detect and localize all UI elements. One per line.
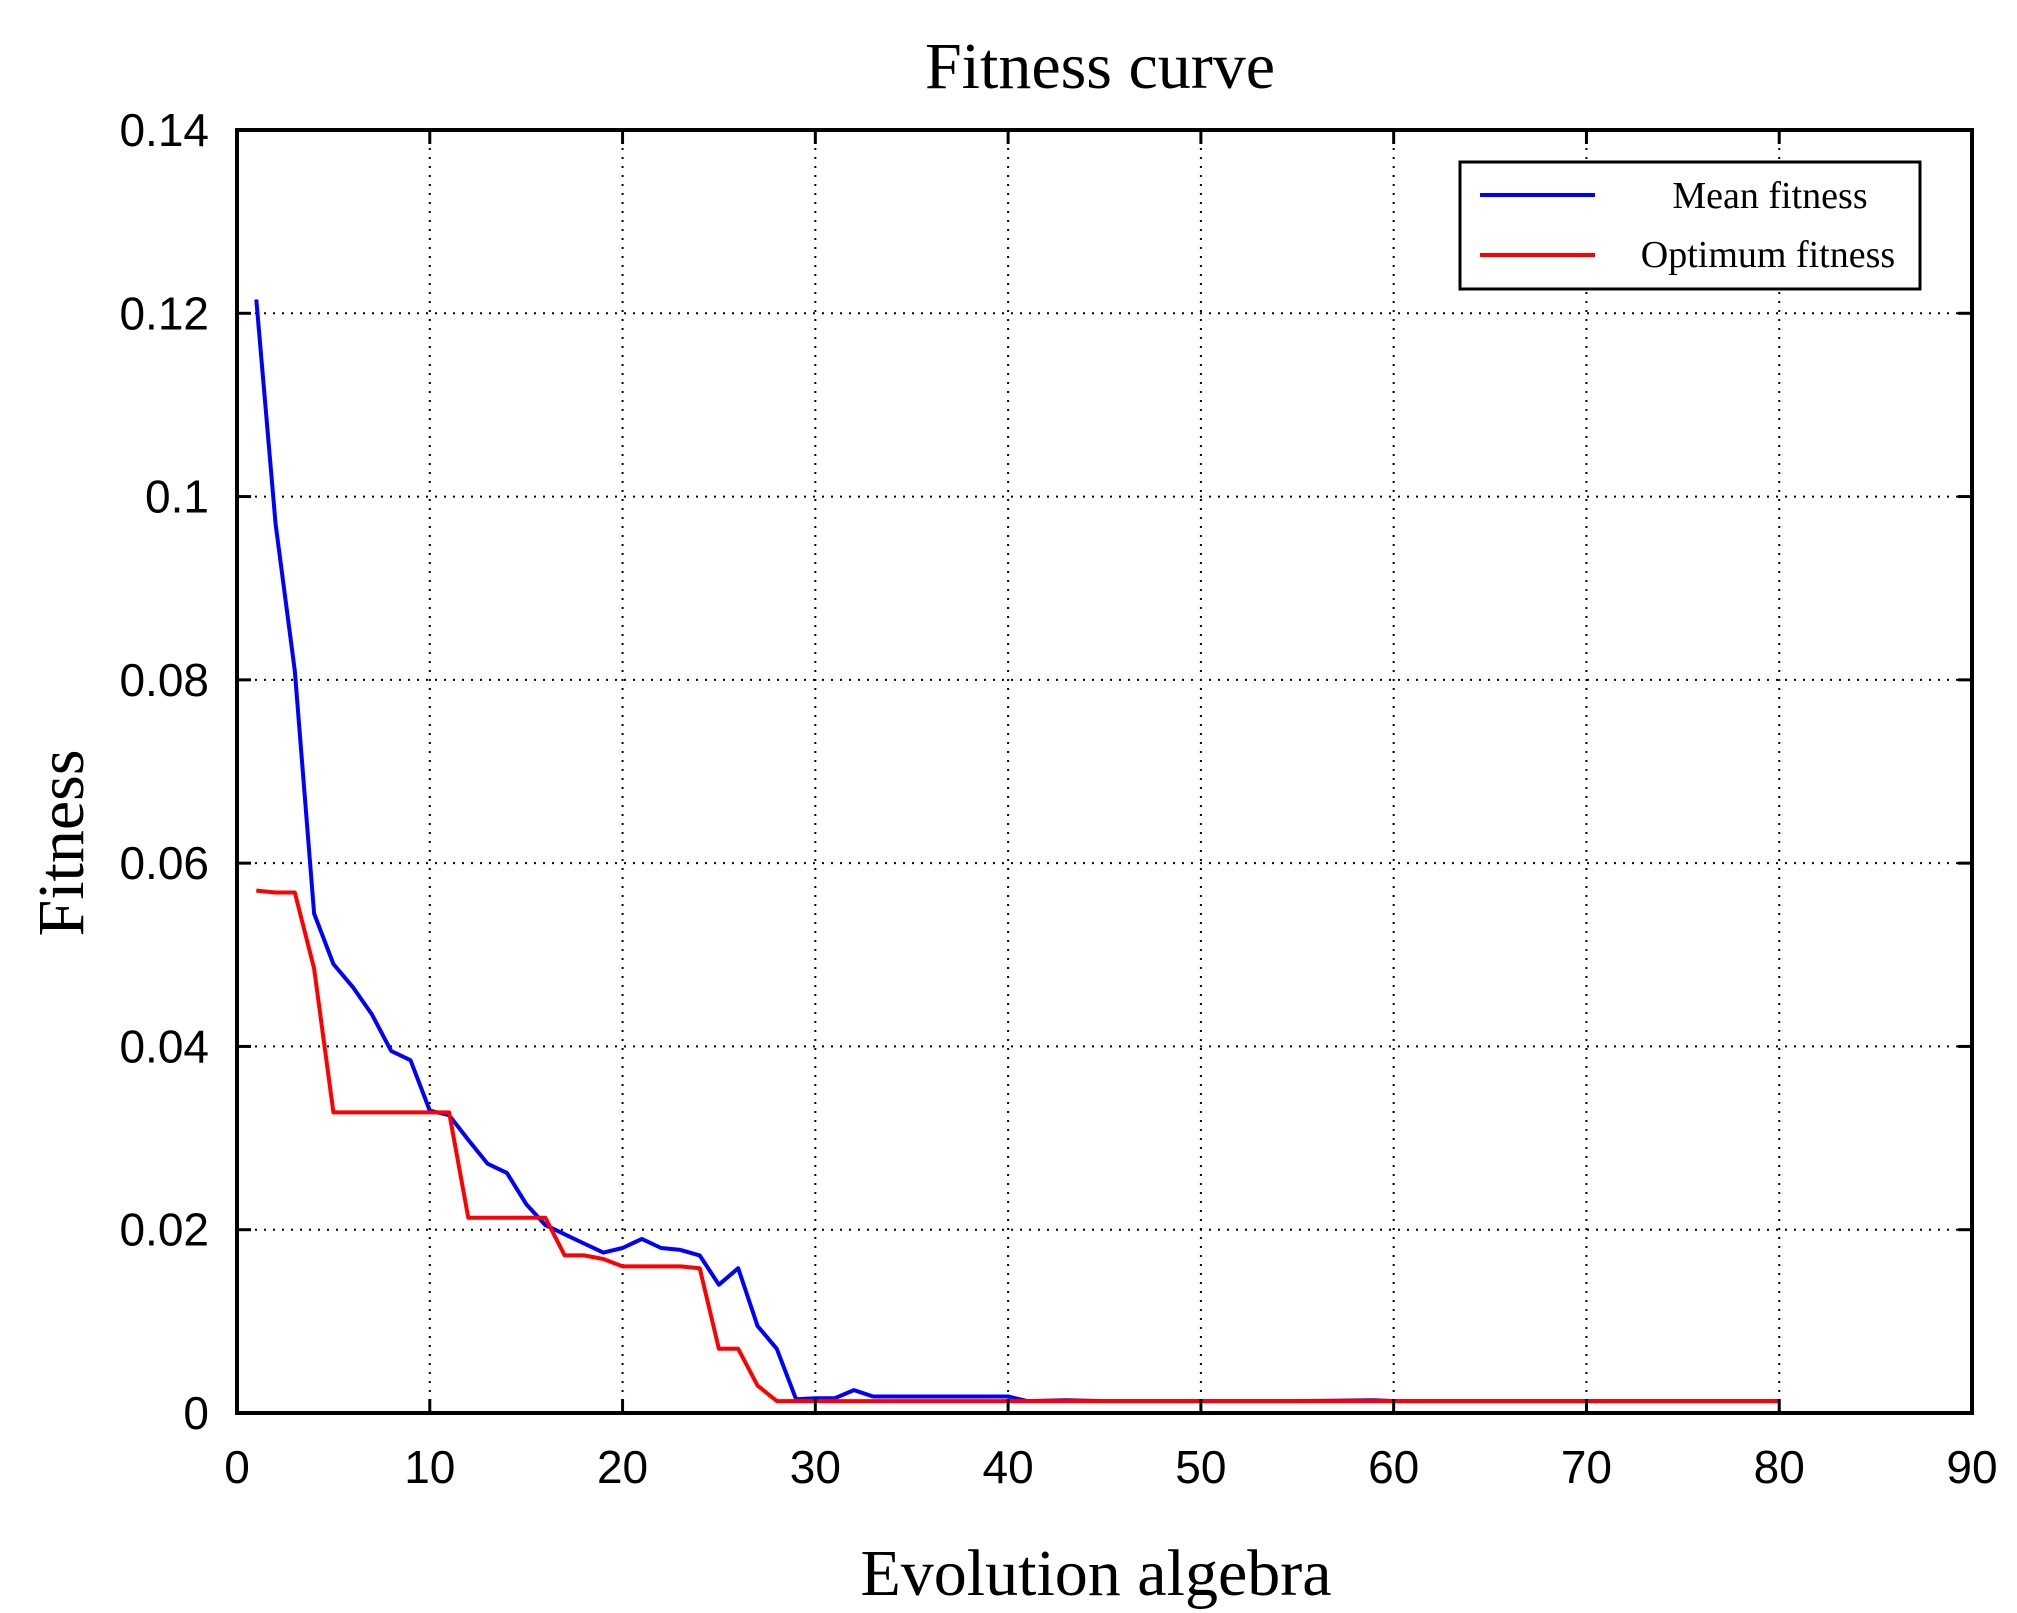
legend-box [1458, 160, 1922, 291]
y-tick-label: 0.08 [119, 654, 209, 706]
legend: Mean fitness Optimum fitness [1458, 160, 1922, 291]
legend-label-optimum: Optimum fitness [1641, 234, 1895, 276]
x-tick-label: 20 [597, 1441, 648, 1493]
series-line-optimum [256, 888, 1780, 1404]
y-tick-label: 0.04 [119, 1020, 209, 1072]
y-tick-label: 0.1 [145, 471, 209, 523]
x-tick-label: 70 [1561, 1441, 1612, 1493]
tick-labels: 0 10 20 30 40 50 60 70 80 90 0 0.02 0.04 0.06 0.08 0.1 0… [119, 104, 1997, 1493]
y-tick-label: 0.14 [119, 104, 209, 156]
x-tick-label: 60 [1368, 1441, 1419, 1493]
y-axis-label: Fitness [25, 749, 98, 936]
x-tick-label: 30 [790, 1441, 841, 1493]
x-tick-label: 40 [983, 1441, 1034, 1493]
axis-ticks [235, 128, 1974, 1415]
x-tick-label: 90 [1946, 1441, 1997, 1493]
x-tick-label: 80 [1754, 1441, 1805, 1493]
series-lines [254, 299, 1780, 1404]
y-tick-label: 0 [183, 1387, 209, 1439]
x-axis-label: Evolution algebra [860, 1537, 1331, 1610]
y-tick-label: 0.06 [119, 837, 209, 889]
chart-title: Fitness curve [925, 30, 1275, 103]
x-tick-label: 10 [404, 1441, 455, 1493]
plot-frame [235, 128, 1974, 1415]
grid-lines [237, 130, 1972, 1413]
x-tick-label: 0 [224, 1441, 250, 1493]
legend-label-mean: Mean fitness [1672, 175, 1867, 217]
y-tick-label: 0.12 [119, 287, 209, 339]
y-tick-label: 0.02 [119, 1204, 209, 1256]
x-tick-label: 50 [1175, 1441, 1226, 1493]
